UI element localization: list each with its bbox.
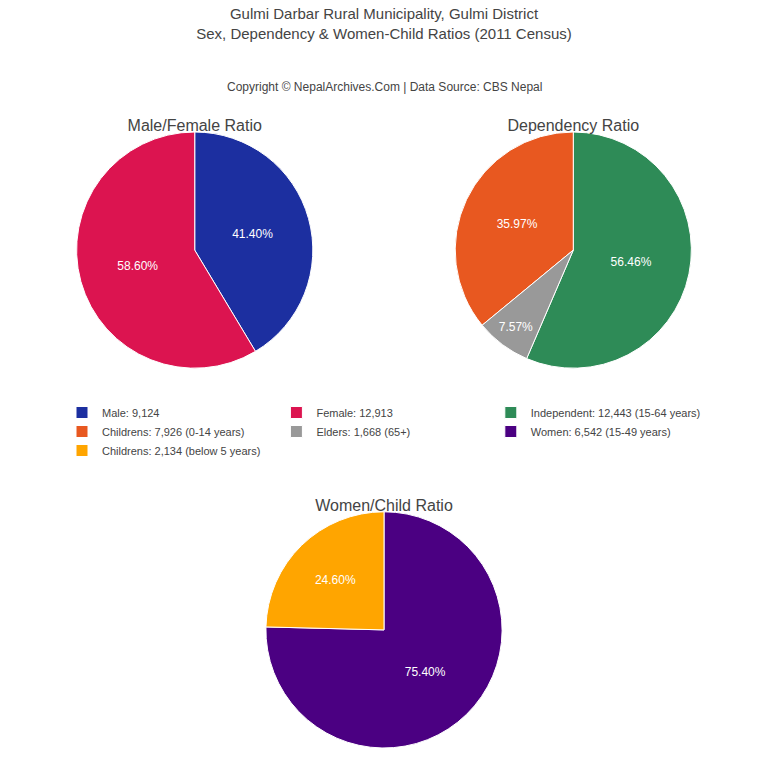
svg-text:56.46%: 56.46%	[611, 255, 652, 269]
svg-text:Female: 12,913: Female: 12,913	[316, 407, 392, 419]
svg-text:7.57%: 7.57%	[499, 320, 533, 334]
svg-text:24.60%: 24.60%	[315, 573, 356, 587]
svg-text:75.40%: 75.40%	[405, 665, 446, 679]
svg-text:Women: 6,542 (15-49 years): Women: 6,542 (15-49 years)	[531, 426, 671, 438]
svg-text:58.60%: 58.60%	[117, 259, 158, 273]
svg-text:Male/Female Ratio: Male/Female Ratio	[128, 117, 262, 134]
svg-text:Elders: 1,668 (65+): Elders: 1,668 (65+)	[316, 426, 410, 438]
svg-text:Childrens: 2,134 (below 5 year: Childrens: 2,134 (below 5 years)	[102, 445, 260, 457]
svg-text:Independent: 12,443 (15-64 yea: Independent: 12,443 (15-64 years)	[531, 407, 700, 419]
svg-text:Childrens: 7,926 (0-14 years): Childrens: 7,926 (0-14 years)	[102, 426, 244, 438]
svg-text:Male: 9,124: Male: 9,124	[102, 407, 159, 419]
svg-text:Copyright © NepalArchives.Com: Copyright © NepalArchives.Com | Data Sou…	[227, 80, 542, 94]
svg-text:41.40%: 41.40%	[232, 227, 273, 241]
svg-text:Women/Child Ratio: Women/Child Ratio	[315, 497, 453, 514]
svg-text:Gulmi Darbar Rural Municipalit: Gulmi Darbar Rural Municipality, Gulmi D…	[196, 5, 571, 42]
svg-text:Dependency Ratio: Dependency Ratio	[507, 117, 639, 134]
svg-text:35.97%: 35.97%	[497, 217, 538, 231]
